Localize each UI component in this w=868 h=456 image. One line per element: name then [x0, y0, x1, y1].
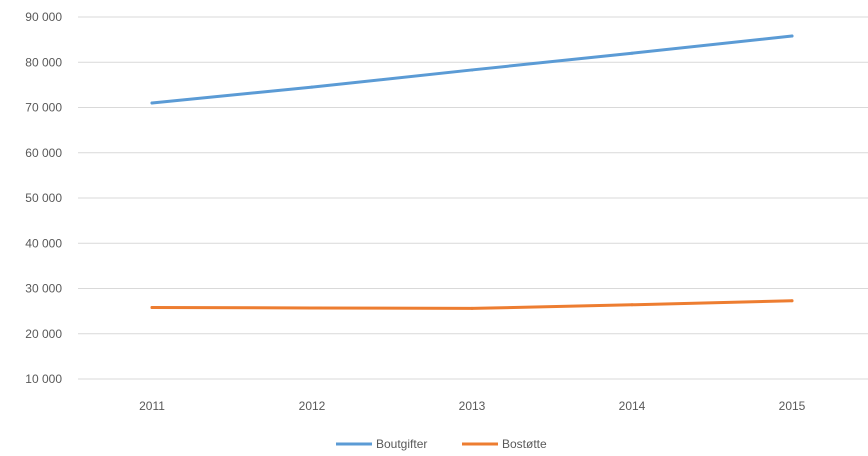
y-tick-label: 40 000 [25, 236, 62, 250]
y-tick-label: 90 000 [25, 10, 62, 24]
gridlines [78, 16, 868, 380]
legend: Boutgifter Bostøtte [336, 437, 547, 451]
data-point [630, 303, 634, 307]
data-point [150, 101, 154, 105]
x-tick-label: 2012 [299, 399, 326, 413]
x-tick-label: 2013 [459, 399, 486, 413]
data-point [150, 306, 154, 310]
y-tick-label: 30 000 [25, 282, 62, 296]
data-point [630, 51, 634, 55]
y-tick-label: 70 000 [25, 101, 62, 115]
y-tick-label: 80 000 [25, 55, 62, 69]
y-tick-label: 20 000 [25, 327, 62, 341]
series-lines [150, 34, 794, 310]
data-point [790, 34, 794, 38]
data-point [310, 306, 314, 310]
y-tick-label: 50 000 [25, 191, 62, 205]
data-point [310, 85, 314, 89]
x-tick-label: 2011 [139, 399, 165, 413]
x-tick-label: 2015 [779, 399, 806, 413]
x-axis-tick-labels: 2011 2012 2013 2014 2015 [139, 399, 806, 413]
y-tick-label: 10 000 [25, 372, 62, 386]
y-tick-label: 60 000 [25, 146, 62, 160]
data-point [790, 299, 794, 303]
legend-label: Bostøtte [502, 437, 547, 451]
data-point [470, 306, 474, 310]
legend-label: Boutgifter [376, 437, 427, 451]
data-point [470, 68, 474, 72]
y-axis-tick-labels: 10 000 20 000 30 000 40 000 50 000 60 000 70 0… [25, 10, 62, 386]
x-tick-label: 2014 [619, 399, 646, 413]
